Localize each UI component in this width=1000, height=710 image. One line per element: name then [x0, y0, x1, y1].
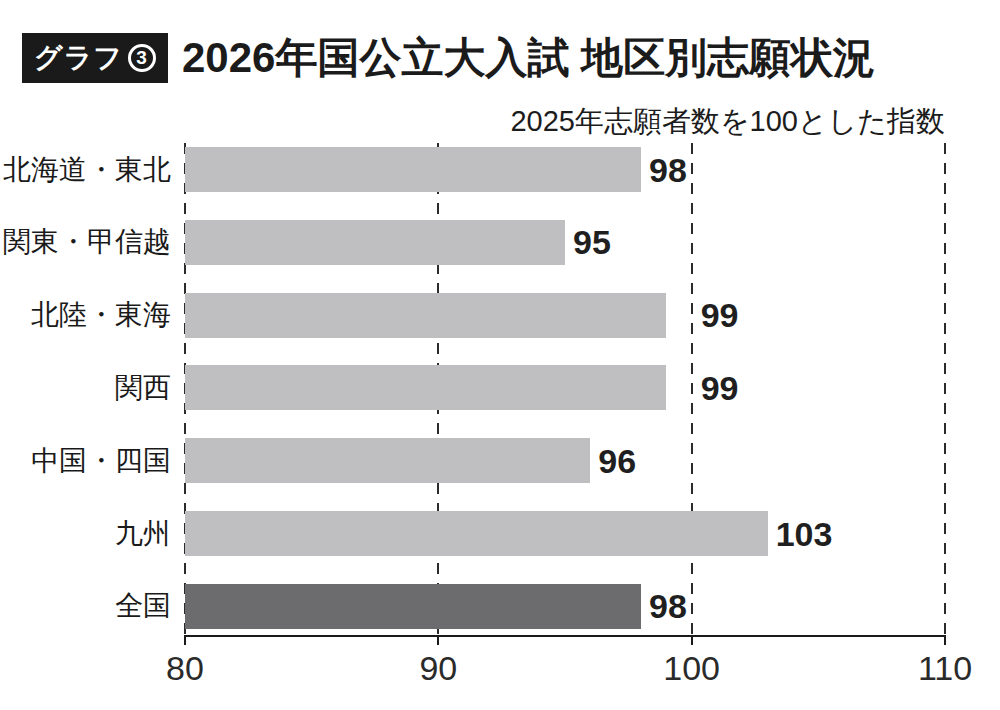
circled-number-icon: 3 [128, 44, 156, 72]
x-axis-tick-100 [691, 635, 693, 645]
badge-label: グラフ [34, 39, 123, 77]
x-axis-tick-80 [184, 635, 186, 645]
category-label-関西: 関西 [115, 369, 171, 407]
x-axis-tick-label-110: 110 [918, 649, 972, 688]
category-label-北陸・東海: 北陸・東海 [31, 296, 171, 334]
chart-header: グラフ 3 2026年国公立大入試 地区別志願状況 [22, 30, 875, 86]
chart-subtitle: 2025年志願者数を100とした指数 [185, 102, 945, 142]
bar-北陸・東海 [185, 293, 666, 338]
bar-関東・甲信越 [185, 220, 565, 265]
graph-number-badge: グラフ 3 [22, 33, 168, 83]
plot-area: 8090100110北海道・東北98関東・甲信越95北陸・東海99関西99中国・… [185, 143, 945, 635]
chart-title: 2026年国公立大入試 地区別志願状況 [182, 30, 875, 86]
bar-中国・四国 [185, 438, 590, 483]
x-axis-tick-label-100: 100 [663, 649, 720, 688]
gridline-100 [691, 143, 693, 635]
value-label-北海道・東北: 98 [649, 150, 687, 189]
value-label-中国・四国: 96 [598, 441, 636, 480]
value-label-関西: 99 [701, 368, 739, 407]
chart-page: グラフ 3 2026年国公立大入試 地区別志願状況 2025年志願者数を100と… [0, 0, 1000, 710]
category-label-北海道・東北: 北海道・東北 [3, 151, 171, 189]
value-label-全国: 98 [649, 587, 687, 626]
x-axis-tick-label-80: 80 [166, 649, 204, 688]
value-label-関東・甲信越: 95 [573, 223, 611, 262]
category-label-九州: 九州 [115, 515, 171, 553]
x-axis-line [185, 635, 945, 637]
bar-北海道・東北 [185, 147, 641, 192]
bar-全国 [185, 584, 641, 629]
bar-関西 [185, 365, 666, 410]
value-label-北陸・東海: 99 [701, 296, 739, 335]
x-axis-tick-label-90: 90 [419, 649, 457, 688]
x-axis-tick-110 [944, 635, 946, 645]
bar-九州 [185, 511, 768, 556]
x-axis-tick-90 [437, 635, 439, 645]
value-label-九州: 103 [776, 514, 833, 553]
category-label-中国・四国: 中国・四国 [31, 442, 171, 480]
category-label-関東・甲信越: 関東・甲信越 [3, 223, 171, 261]
category-label-全国: 全国 [115, 587, 171, 625]
gridline-110 [944, 143, 946, 635]
